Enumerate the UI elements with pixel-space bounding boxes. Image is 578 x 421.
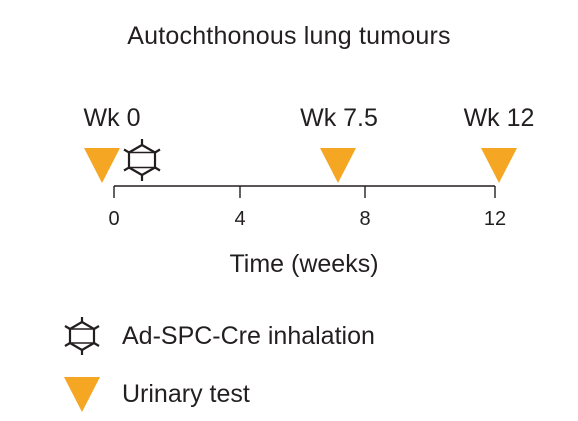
legend-label-urinary-test: Urinary test xyxy=(122,379,250,408)
urinary-test-triangle-wk12 xyxy=(481,148,517,183)
legend-item-inhalation: Ad-SPC-Cre inhalation xyxy=(62,316,375,356)
axis-tick-label-12: 12 xyxy=(483,208,507,230)
timepoint-label-wk12: Wk 12 xyxy=(463,104,535,132)
urinary-test-triangle-wk7-5 xyxy=(320,148,356,183)
legend-item-urinary-test: Urinary test xyxy=(62,374,250,414)
urinary-test-triangle-wk0 xyxy=(84,148,120,183)
axis-title: Time (weeks) xyxy=(229,250,379,278)
axis-tick-label-4: 4 xyxy=(234,208,246,230)
orange-triangle-icon xyxy=(64,377,100,412)
axis-tick-label-0: 0 xyxy=(108,208,120,230)
timepoint-label-wk0: Wk 0 xyxy=(83,104,141,132)
timepoint-label-wk7-5: Wk 7.5 xyxy=(300,104,378,132)
diagram-title: Autochthonous lung tumours xyxy=(127,22,451,50)
virus-icon xyxy=(123,139,161,181)
virus-icon xyxy=(64,317,100,355)
legend-label-inhalation: Ad-SPC-Cre inhalation xyxy=(122,321,375,350)
axis-tick-label-8: 8 xyxy=(359,208,371,230)
